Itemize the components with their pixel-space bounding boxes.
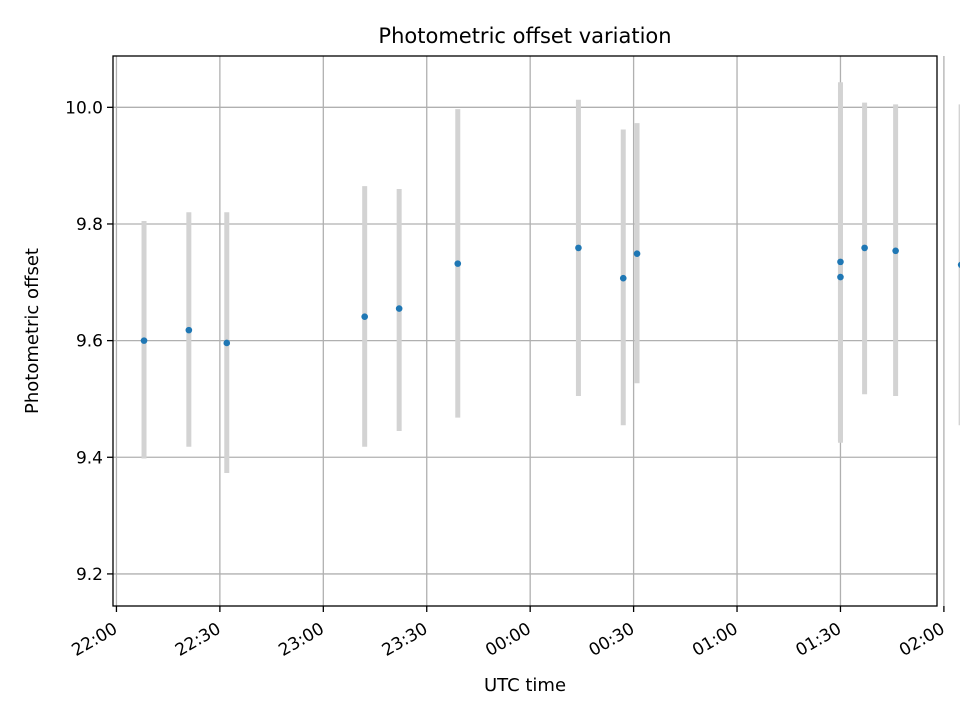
y-tick-label: 9.4 — [76, 448, 103, 468]
data-point — [837, 258, 844, 266]
data-point — [140, 337, 148, 344]
y-tick-label: 10.0 — [65, 98, 103, 118]
data-point — [223, 339, 231, 347]
data-point — [861, 244, 868, 252]
data-point — [395, 305, 403, 312]
data-point — [361, 313, 368, 321]
data-point — [454, 260, 462, 267]
data-point — [957, 261, 960, 268]
x-axis-label: UTC time — [484, 675, 566, 696]
plot-frame — [112, 55, 938, 607]
data-point — [619, 274, 627, 282]
y-tick-label: 9.2 — [76, 565, 103, 585]
chart-title: Photometric offset variation — [378, 24, 671, 48]
y-axis-ticks: 9.2 9.4 9.6 9.8 10.0 — [65, 98, 113, 585]
data-point — [575, 244, 582, 252]
data-points — [140, 244, 960, 347]
data-point — [837, 273, 844, 281]
data-point — [185, 326, 193, 334]
y-tick-label: 9.6 — [76, 332, 103, 352]
data-point — [633, 250, 641, 258]
y-tick-label: 9.8 — [76, 215, 103, 235]
data-point — [892, 247, 899, 255]
y-axis-label: Photometric offset — [22, 248, 43, 414]
